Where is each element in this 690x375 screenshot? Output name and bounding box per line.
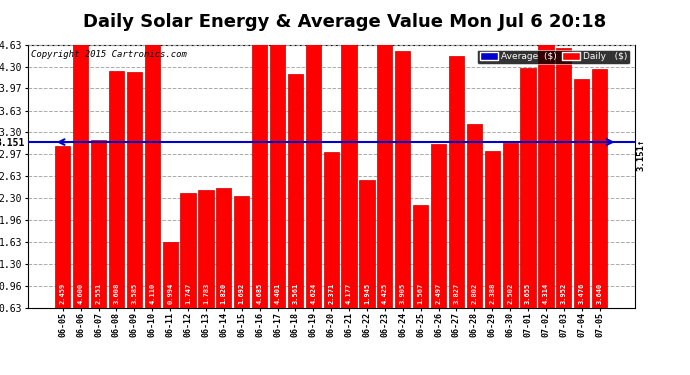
Bar [145,38,160,308]
Bar [466,124,482,308]
Text: 4.110: 4.110 [149,283,155,304]
Text: 3.655: 3.655 [525,283,531,304]
Text: 3.476: 3.476 [579,283,584,304]
Text: Copyright 2015 Cartronics.com: Copyright 2015 Cartronics.com [30,50,186,59]
Bar [556,48,571,308]
Text: 3.827: 3.827 [453,283,460,304]
Bar [592,69,607,308]
Bar [163,242,178,308]
Text: 1.692: 1.692 [239,283,245,304]
Bar [270,19,285,307]
Bar [216,188,231,308]
Text: 2.497: 2.497 [435,283,442,304]
Text: 4.685: 4.685 [257,283,263,304]
Text: 2.802: 2.802 [471,283,477,304]
Text: 4.600: 4.600 [78,283,83,304]
Text: 4.401: 4.401 [275,283,281,304]
Text: 3.640: 3.640 [597,283,602,304]
Bar [181,193,196,308]
Text: 2.371: 2.371 [328,283,334,304]
Bar [484,151,500,308]
Text: 3.561: 3.561 [293,283,298,304]
Text: 2.388: 2.388 [489,283,495,304]
Bar [91,140,106,308]
Bar [252,0,267,308]
Bar [306,4,321,308]
Text: Daily Solar Energy & Average Value Mon Jul 6 20:18: Daily Solar Energy & Average Value Mon J… [83,13,607,31]
Text: 4.314: 4.314 [543,283,549,304]
Text: 3.905: 3.905 [400,283,406,304]
Bar [198,190,213,308]
Bar [449,56,464,308]
Bar [413,205,428,308]
Bar [395,51,411,308]
Text: 2.502: 2.502 [507,283,513,304]
Bar [73,6,88,308]
Text: 2.551: 2.551 [96,283,101,304]
Bar [574,80,589,308]
Bar [342,33,357,308]
Bar [109,71,124,308]
Bar [538,24,553,307]
Bar [502,143,518,308]
Text: 3.585: 3.585 [131,283,137,304]
Legend: Average  ($), Daily   ($): Average ($), Daily ($) [477,50,630,64]
Text: 1.783: 1.783 [203,283,209,304]
Text: 1.945: 1.945 [364,283,370,304]
Bar [520,68,535,308]
Text: 2.459: 2.459 [60,283,66,304]
Bar [377,17,393,307]
Text: 3.952: 3.952 [561,283,566,304]
Bar [288,74,303,308]
Text: 4.425: 4.425 [382,283,388,304]
Text: 4.177: 4.177 [346,283,352,304]
Bar [55,146,70,308]
Bar [359,180,375,308]
Text: 1.567: 1.567 [417,283,424,304]
Text: 1.747: 1.747 [185,283,191,304]
Bar [234,196,249,308]
Text: 1.820: 1.820 [221,283,227,304]
Bar [431,144,446,308]
Bar [127,72,142,308]
Text: 4.624: 4.624 [310,283,316,304]
Text: 3.608: 3.608 [113,283,119,304]
Bar [324,152,339,308]
Text: 0.994: 0.994 [167,283,173,304]
